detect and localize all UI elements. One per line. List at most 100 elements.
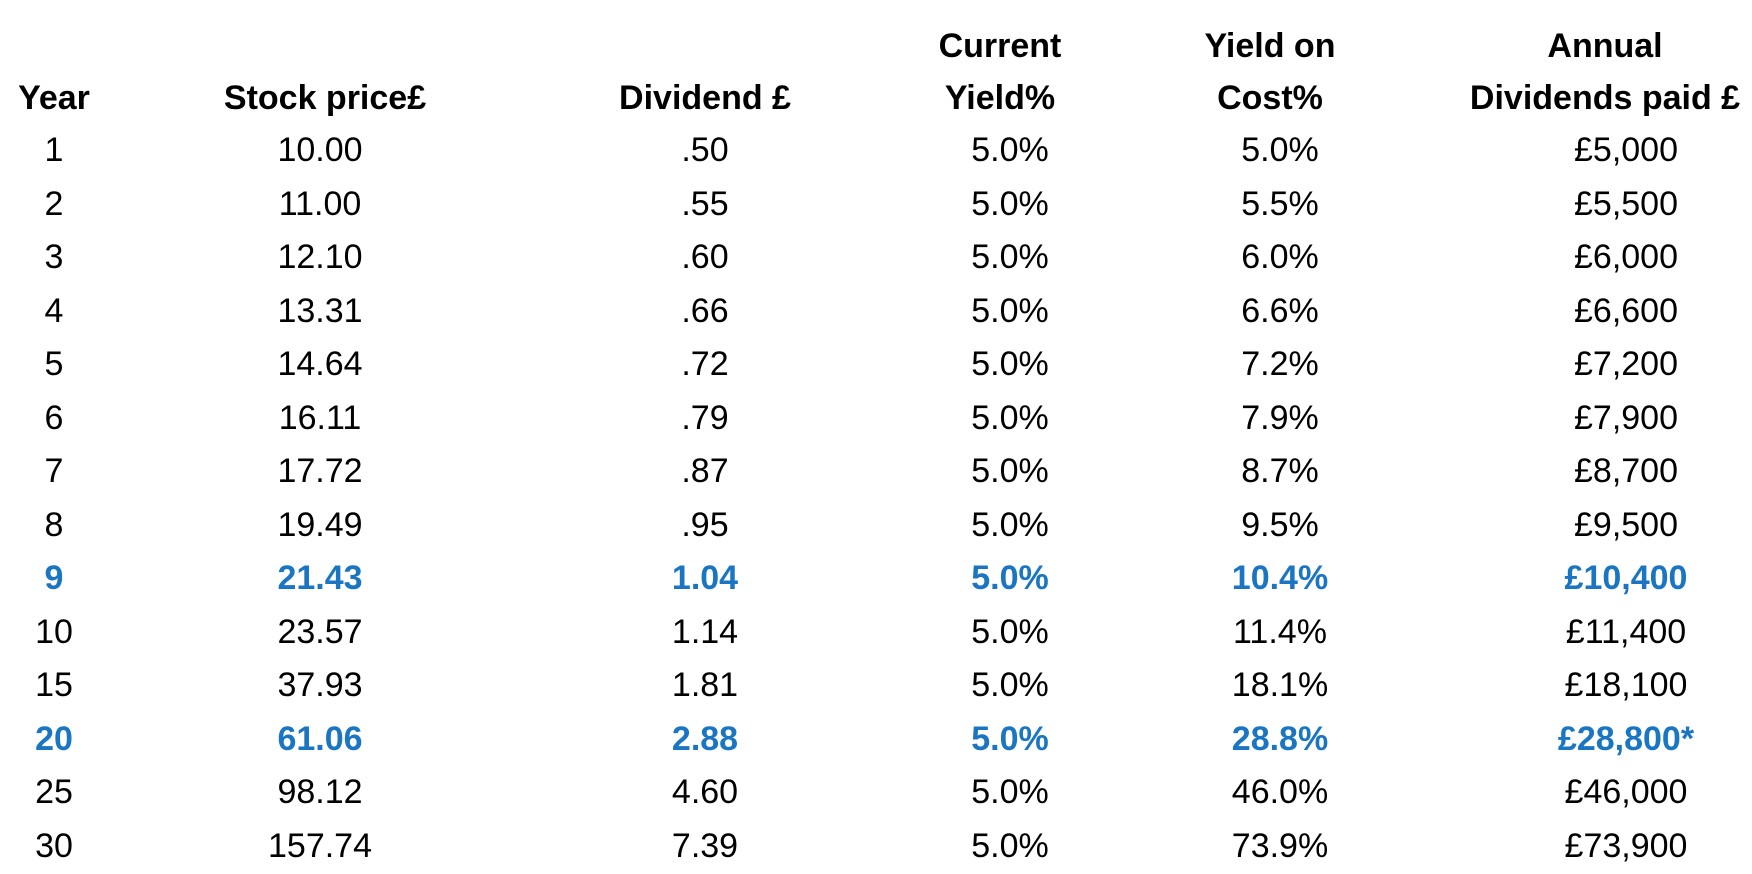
table-row: 5 14.64 .72 5.0% 7.2% £7,200 — [0, 338, 1752, 392]
header-stock-price: Stock price£ — [180, 72, 470, 124]
cell-current-yield: 5.0% — [971, 345, 1049, 383]
table-row: 3 12.10 .60 5.0% 6.0% £6,000 — [0, 231, 1752, 285]
header-year-label: Year — [18, 79, 90, 117]
cell-annual-dividends: £73,900 — [1564, 826, 1688, 865]
cell-yield-on-cost: 7.2% — [1241, 345, 1319, 383]
header-dividend-label: Dividend £ — [619, 79, 791, 117]
cell-stock-price: 98.12 — [277, 773, 363, 811]
cell-annual-dividends: £9,500 — [1574, 505, 1678, 544]
table-row: 1 10.00 .50 5.0% 5.0% £5,000 — [0, 124, 1752, 178]
header-annual-dividends: Annual Dividends paid £ — [1430, 20, 1752, 124]
cell-current-yield: 5.0% — [971, 398, 1049, 437]
header-annual-dividends-line2: Dividends paid £ — [1469, 79, 1741, 117]
table-row: 4 13.31 .66 5.0% 6.6% £6,600 — [0, 285, 1752, 339]
cell-current-yield: 5.0% — [971, 666, 1049, 704]
cell-annual-dividends: £5,000 — [1574, 131, 1678, 169]
cell-yield-on-cost: 73.9% — [1231, 826, 1329, 865]
header-yield-on-cost-line1: Yield on — [1204, 27, 1336, 65]
cell-yield-on-cost: 5.5% — [1241, 184, 1319, 223]
table-row: 15 37.93 1.81 5.0% 18.1% £18,100 — [0, 659, 1752, 713]
cell-year: 6 — [44, 398, 64, 437]
cell-dividend: .50 — [681, 131, 729, 169]
cell-year: 4 — [44, 291, 64, 330]
cell-yield-on-cost: 18.1% — [1231, 666, 1329, 704]
cell-dividend: 1.04 — [671, 559, 739, 597]
cell-dividend: 1.81 — [671, 666, 739, 704]
table-row: 10 23.57 1.14 5.0% 11.4% £11,400 — [0, 606, 1752, 660]
cell-annual-dividends: £8,700 — [1574, 452, 1678, 490]
cell-annual-dividends: £46,000 — [1564, 773, 1688, 811]
table-header: Year Stock price£ Dividend £ Current Yie… — [0, 0, 1752, 124]
cell-dividend: .95 — [681, 505, 729, 544]
cell-year: 10 — [35, 612, 73, 651]
cell-dividend: .79 — [681, 398, 729, 437]
table-row: 7 17.72 .87 5.0% 8.7% £8,700 — [0, 445, 1752, 499]
table-row: 8 19.49 .95 5.0% 9.5% £9,500 — [0, 499, 1752, 553]
cell-stock-price: 13.31 — [277, 291, 363, 330]
cell-current-yield: 5.0% — [971, 184, 1049, 223]
cell-stock-price: 11.00 — [278, 184, 362, 223]
cell-yield-on-cost: 10.4% — [1231, 559, 1329, 597]
cell-stock-price: 19.49 — [277, 505, 363, 544]
header-year: Year — [0, 72, 108, 124]
cell-year: 5 — [44, 345, 64, 383]
cell-yield-on-cost: 8.7% — [1241, 452, 1319, 490]
cell-current-yield: 5.0% — [971, 612, 1049, 651]
cell-annual-dividends: £6,000 — [1574, 238, 1678, 276]
cell-dividend: .87 — [681, 452, 729, 490]
cell-stock-price: 61.06 — [277, 719, 363, 758]
cell-stock-price: 157.74 — [268, 826, 372, 865]
cell-dividend: 1.14 — [671, 612, 739, 651]
cell-year: 30 — [35, 826, 73, 865]
cell-year: 7 — [44, 452, 64, 490]
cell-annual-dividends: £7,200 — [1574, 345, 1678, 383]
cell-year: 8 — [44, 505, 64, 544]
cell-year: 20 — [35, 719, 73, 758]
cell-year: 1 — [44, 131, 64, 169]
cell-annual-dividends: £28,800* — [1557, 719, 1695, 758]
cell-annual-dividends: £5,500 — [1574, 184, 1678, 223]
cell-dividend: 7.39 — [671, 826, 739, 865]
header-yield-on-cost: Yield on Cost% — [1160, 20, 1380, 124]
cell-yield-on-cost: 9.5% — [1241, 505, 1319, 544]
cell-current-yield: 5.0% — [971, 238, 1049, 276]
cell-stock-price: 21.43 — [277, 559, 363, 597]
cell-stock-price: 17.72 — [277, 452, 363, 490]
cell-yield-on-cost: 11.4% — [1233, 612, 1327, 651]
cell-yield-on-cost: 6.0% — [1241, 238, 1319, 276]
cell-annual-dividends: £6,600 — [1574, 291, 1678, 330]
cell-yield-on-cost: 28.8% — [1231, 719, 1329, 758]
cell-annual-dividends: £10,400 — [1564, 559, 1688, 597]
table-row: 20 61.06 2.88 5.0% 28.8% £28,800* — [0, 713, 1752, 767]
header-current-yield: Current Yield% — [890, 20, 1110, 124]
cell-current-yield: 5.0% — [971, 719, 1049, 758]
header-annual-dividends-line1: Annual — [1547, 27, 1663, 65]
header-dividend: Dividend £ — [580, 72, 830, 124]
cell-stock-price: 37.93 — [277, 666, 363, 704]
cell-annual-dividends: £18,100 — [1564, 666, 1688, 704]
cell-year: 9 — [44, 559, 64, 597]
cell-dividend: .60 — [681, 238, 729, 276]
cell-annual-dividends: £7,900 — [1574, 398, 1678, 437]
cell-stock-price: 23.57 — [277, 612, 363, 651]
cell-stock-price: 10.00 — [277, 131, 363, 169]
table-row: 6 16.11 .79 5.0% 7.9% £7,900 — [0, 392, 1752, 446]
cell-dividend: 4.60 — [671, 773, 739, 811]
header-current-yield-line2: Yield% — [944, 79, 1056, 117]
cell-dividend: 2.88 — [671, 719, 739, 758]
cell-current-yield: 5.0% — [971, 291, 1049, 330]
cell-current-yield: 5.0% — [971, 131, 1049, 169]
cell-current-yield: 5.0% — [971, 505, 1049, 544]
cell-dividend: .55 — [681, 184, 729, 223]
cell-yield-on-cost: 5.0% — [1241, 131, 1319, 169]
cell-stock-price: 12.10 — [277, 238, 363, 276]
cell-dividend: .66 — [681, 291, 729, 330]
cell-yield-on-cost: 46.0% — [1231, 773, 1329, 811]
cell-year: 3 — [44, 238, 64, 276]
header-current-yield-line1: Current — [938, 27, 1062, 65]
header-yield-on-cost-line2: Cost% — [1217, 79, 1323, 117]
table-row: 2 11.00 .55 5.0% 5.5% £5,500 — [0, 178, 1752, 232]
table-row: 25 98.12 4.60 5.0% 46.0% £46,000 — [0, 766, 1752, 820]
cell-annual-dividends: £11,400 — [1565, 612, 1687, 651]
